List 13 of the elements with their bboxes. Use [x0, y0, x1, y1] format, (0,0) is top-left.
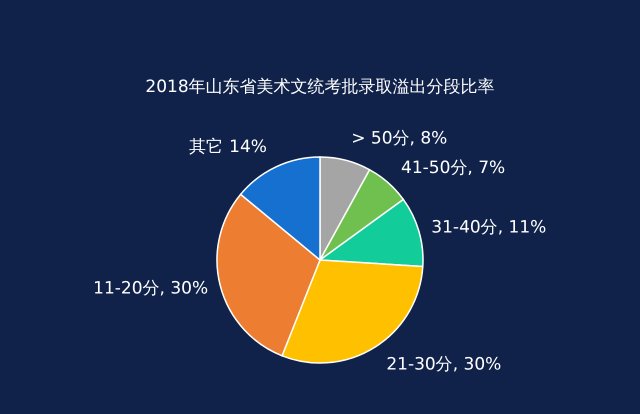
data-label: 14% — [229, 137, 267, 158]
slice-label: 11-20分 — [93, 278, 160, 299]
slice-label: 其它 — [189, 137, 224, 158]
chart-title: 2018年山东省美术文统考批录取溢出分段比率 — [145, 77, 495, 97]
data-label: , 8% — [410, 128, 448, 148]
data-label: , 11% — [498, 218, 546, 238]
data-label: , 30% — [452, 354, 502, 375]
slice-label: > 50分 — [351, 128, 410, 148]
slice-label: 31-40分 — [431, 218, 498, 238]
slice-label: 21-30分 — [386, 354, 453, 375]
data-label: , 30% — [160, 278, 208, 299]
slice-label: 41-50分 — [401, 158, 468, 178]
data-label: , 7% — [467, 158, 506, 178]
